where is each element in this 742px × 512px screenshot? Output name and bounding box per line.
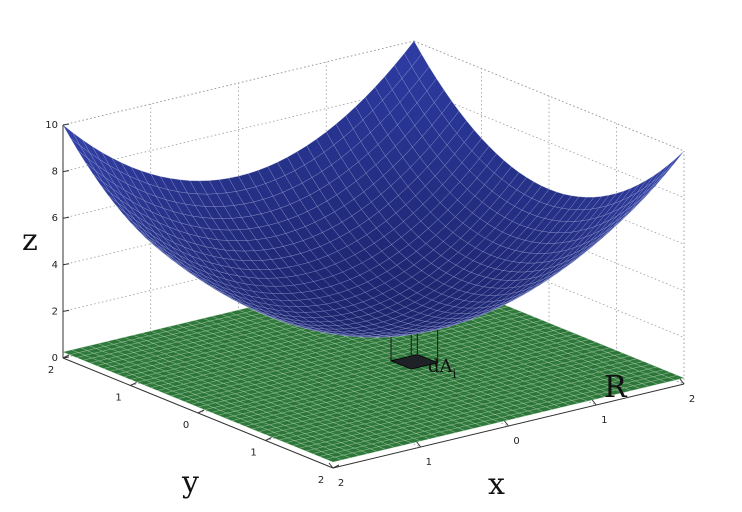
- x-tick-label: 2: [338, 478, 344, 489]
- z-tick-mark: [62, 123, 70, 126]
- area-element: [389, 354, 439, 370]
- y-tick-mark: [265, 437, 272, 441]
- z-tick-mark: [62, 309, 70, 312]
- x-tick-label: 1: [601, 415, 607, 426]
- y-tick-label: 2: [318, 475, 324, 486]
- element-label-subscript: i: [453, 367, 457, 381]
- x-axis-label: x: [488, 467, 505, 502]
- back-wall-grid-line: [62, 87, 415, 172]
- x-tick-mark: [679, 378, 685, 385]
- y-tick-label: 1: [250, 448, 256, 459]
- box-edge: [413, 40, 685, 152]
- z-tick-mark: [62, 216, 70, 219]
- area-element-dai: [389, 354, 439, 370]
- z-tick-label: 8: [52, 167, 58, 178]
- z-tick-label: 4: [52, 260, 58, 271]
- z-tick-mark: [62, 263, 70, 266]
- z-tick-mark: [62, 170, 70, 173]
- surface-mesh: [62, 40, 685, 338]
- box-edge: [62, 40, 415, 126]
- x-tick-mark: [591, 399, 597, 406]
- region-cell: [667, 375, 685, 381]
- element-label-dai: dAi: [428, 356, 457, 381]
- region-label-r: R: [604, 370, 628, 405]
- x-tick-mark: [416, 441, 422, 448]
- y-tick-mark: [332, 464, 340, 469]
- element-label-da: dA: [428, 356, 454, 377]
- x-tick-mark: [328, 462, 334, 469]
- z-tick-label: 0: [52, 353, 58, 364]
- x-tick-label: 1: [426, 457, 432, 468]
- z-tick-label: 2: [52, 306, 58, 317]
- y-tick-mark: [197, 409, 205, 414]
- y-tick-mark: [130, 382, 137, 386]
- x-tick-mark: [504, 420, 509, 427]
- z-axis-label: z: [22, 223, 38, 258]
- y-tick-label: 2: [48, 365, 54, 376]
- surface-cell: [659, 157, 677, 178]
- side-wall-grid-line: [413, 87, 685, 198]
- surface-cell: [666, 150, 685, 171]
- x-tick-label: 2: [689, 394, 695, 405]
- y-tick-label: 0: [183, 420, 189, 431]
- surface-cell: [404, 40, 422, 67]
- z-tick-label: 10: [45, 120, 58, 131]
- y-tick-mark: [62, 354, 70, 359]
- z-tick-label: 6: [52, 213, 58, 224]
- y-tick-label: 1: [115, 393, 121, 404]
- y-axis-label: y: [181, 465, 199, 500]
- paraboloid-surface: [62, 40, 685, 338]
- x-tick-label: 0: [513, 436, 519, 447]
- surface-cell: [62, 124, 81, 147]
